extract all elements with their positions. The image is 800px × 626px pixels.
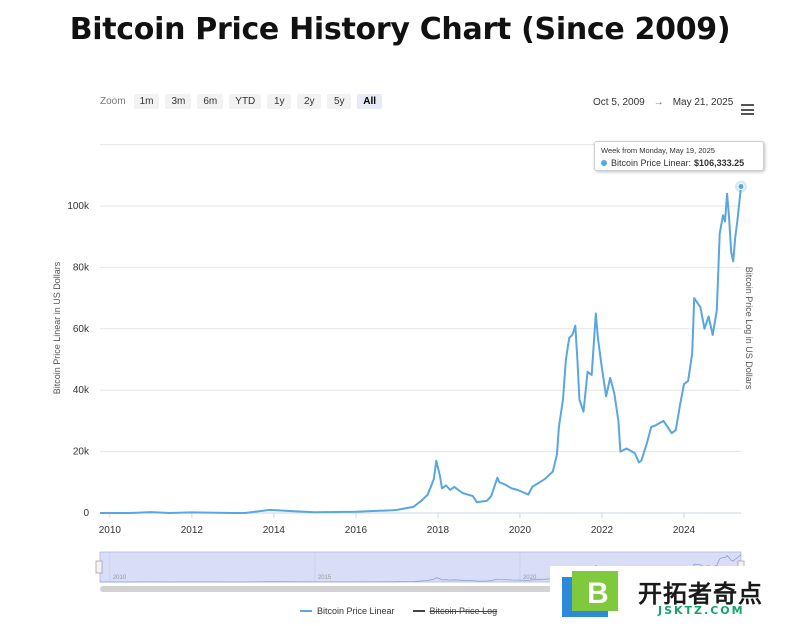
watermark: B 开拓者奇点 JSKTZ.COM [550, 566, 800, 626]
date-range: Oct 5, 2009 → May 21, 2025 [593, 97, 733, 108]
navigator-tick-label: 2020 [523, 575, 537, 581]
legend: Bitcoin Price Linear Bitcoin Price Log [300, 606, 497, 616]
x-tick-label: 2012 [181, 525, 204, 536]
x-tick-label: 2010 [99, 525, 122, 536]
y-tick-label: 20k [73, 447, 90, 458]
hover-point[interactable] [737, 183, 745, 191]
watermark-logo: B [562, 571, 618, 617]
y-axis-label: Bitcoin Price Linear in US Dollars [52, 261, 62, 394]
y-tick-label: 40k [73, 385, 90, 396]
y-axis-ticks: 0 20k 40k 60k 80k 100k [67, 201, 90, 519]
y-tick-label: 80k [73, 262, 90, 273]
legend-label-linear: Bitcoin Price Linear [317, 606, 395, 616]
chart-title: Bitcoin Price History Chart (Since 2009) [69, 12, 731, 47]
legend-label-log: Bitcoin Price Log [429, 606, 498, 616]
tooltip-value: $106,333.25 [694, 158, 745, 168]
y-axis-right-label: Bitcoin Price Log in US Dollars [744, 267, 754, 390]
legend-swatch-linear [300, 610, 312, 612]
tooltip: Week from Monday, May 19, 2025 Bitcoin P… [594, 141, 764, 171]
x-tick-label: 2014 [263, 525, 286, 536]
x-tick-label: 2020 [509, 525, 532, 536]
navigator-tick-label: 2010 [113, 575, 127, 581]
zoom-1y-button[interactable]: 1y [267, 94, 292, 109]
legend-item-linear[interactable]: Bitcoin Price Linear [300, 606, 395, 616]
x-tick-label: 2016 [345, 525, 368, 536]
grid-lines [100, 144, 741, 514]
tooltip-series-dot [601, 160, 607, 166]
watermark-name: 开拓者奇点 [638, 580, 763, 608]
legend-item-log[interactable]: Bitcoin Price Log [412, 606, 498, 616]
watermark-domain: JSKTZ.COM [658, 604, 745, 617]
zoom-2y-button[interactable]: 2y [297, 94, 322, 109]
navigator-tick-label: 2015 [318, 575, 332, 581]
y-tick-label: 100k [67, 201, 90, 212]
hamburger-menu-icon[interactable] [741, 104, 754, 115]
zoom-6m-button[interactable]: 6m [197, 94, 224, 109]
tooltip-series-label: Bitcoin Price Linear: [611, 158, 692, 168]
zoom-5y-button[interactable]: 5y [327, 94, 352, 109]
range-to-input[interactable]: May 21, 2025 [672, 97, 734, 108]
zoom-label: Zoom [100, 96, 126, 107]
zoom-ytd-button[interactable]: YTD [229, 94, 262, 109]
x-axis-ticks: 2010 2012 2014 2016 2018 2020 2022 2024 [99, 512, 741, 536]
y-tick-label: 0 [83, 508, 89, 519]
zoom-all-button[interactable]: All [357, 94, 383, 109]
series-line-linear [100, 186, 742, 514]
x-tick-label: 2018 [427, 525, 450, 536]
range-from-input[interactable]: Oct 5, 2009 [593, 97, 645, 108]
legend-swatch-log [412, 610, 425, 612]
zoom-1m-button[interactable]: 1m [133, 94, 160, 109]
navigator-handle-left[interactable] [95, 560, 103, 574]
tooltip-header: Week from Monday, May 19, 2025 [601, 146, 715, 155]
x-tick-label: 2022 [591, 525, 614, 536]
zoom-3m-button[interactable]: 3m [165, 94, 192, 109]
zoom-toolbar: Zoom 1m 3m 6m YTD 1y 2y 5y All [100, 94, 383, 109]
y-tick-label: 60k [73, 324, 90, 335]
range-arrow-icon: → [653, 97, 664, 108]
x-tick-label: 2024 [673, 525, 696, 536]
svg-text:B: B [587, 577, 609, 610]
